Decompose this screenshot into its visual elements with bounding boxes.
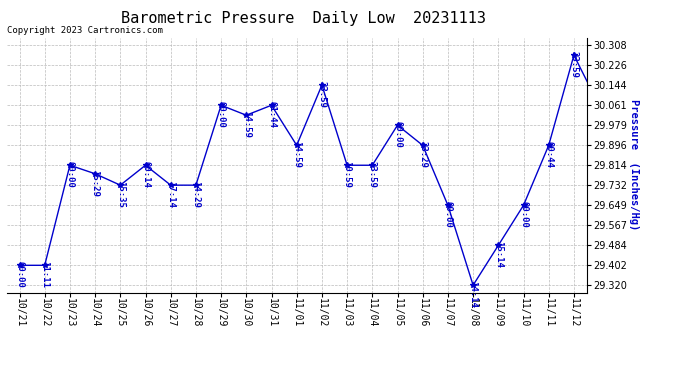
Text: 14:29: 14:29 (191, 181, 200, 208)
Text: 15:35: 15:35 (116, 181, 125, 208)
Text: 00:00: 00:00 (393, 121, 402, 148)
Text: 15:14: 15:14 (494, 241, 503, 268)
Text: 23:29: 23:29 (418, 141, 427, 168)
Text: 11:11: 11:11 (40, 261, 49, 288)
Text: 23:59: 23:59 (569, 51, 578, 78)
Y-axis label: Pressure  (Inches/Hg): Pressure (Inches/Hg) (629, 99, 638, 231)
Text: 23:59: 23:59 (368, 161, 377, 188)
Text: 14:59: 14:59 (241, 111, 250, 138)
Text: 00:00: 00:00 (15, 261, 24, 288)
Text: Barometric Pressure  Daily Low  20231113: Barometric Pressure Daily Low 20231113 (121, 11, 486, 26)
Text: 14:59: 14:59 (292, 141, 302, 168)
Text: 23:59: 23:59 (317, 81, 326, 108)
Text: 00:00: 00:00 (444, 201, 453, 228)
Text: 17:14: 17:14 (166, 181, 175, 208)
Text: 14:14: 14:14 (469, 281, 477, 308)
Text: 00:14: 00:14 (141, 161, 150, 188)
Text: 15:29: 15:29 (90, 170, 99, 196)
Text: 01:44: 01:44 (267, 101, 276, 128)
Text: 10:59: 10:59 (343, 161, 352, 188)
Text: 00:00: 00:00 (66, 161, 75, 188)
Text: 00:00: 00:00 (217, 101, 226, 128)
Text: 00:00: 00:00 (519, 201, 528, 228)
Text: Copyright 2023 Cartronics.com: Copyright 2023 Cartronics.com (7, 26, 163, 35)
Text: 00:44: 00:44 (544, 141, 553, 168)
Text: 22:44: 22:44 (0, 374, 1, 375)
